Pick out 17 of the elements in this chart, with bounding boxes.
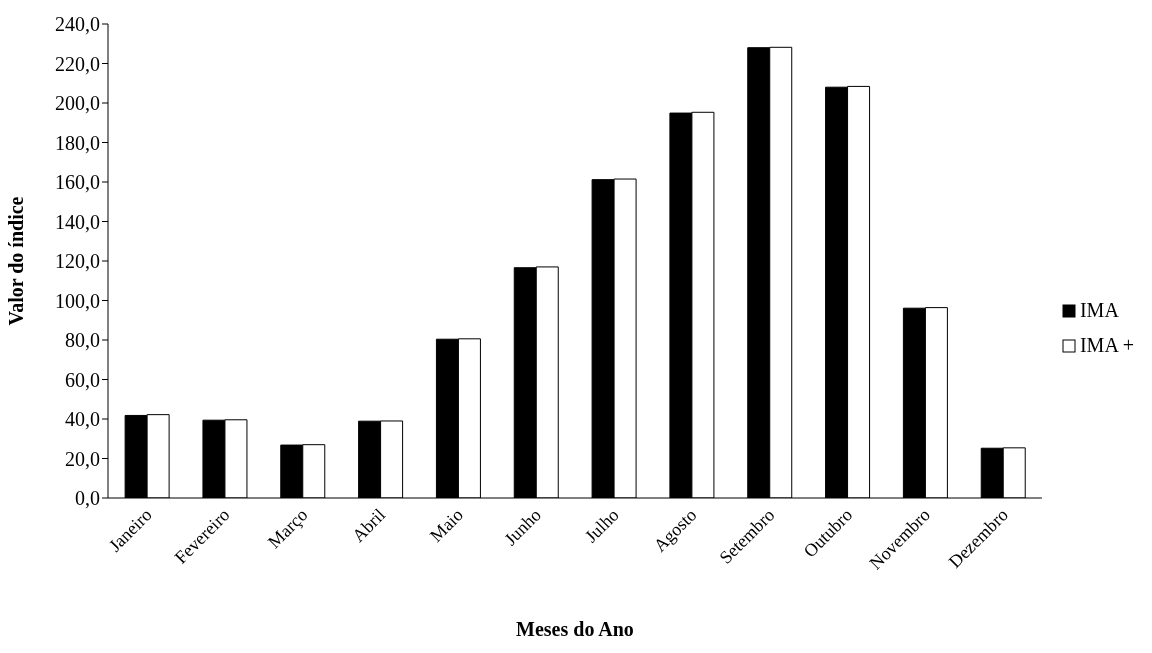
y-tick-label: 20,0 bbox=[65, 447, 100, 470]
y-tick-label: 220,0 bbox=[55, 52, 100, 75]
y-tick-label: 0,0 bbox=[75, 487, 100, 510]
y-tick-label: 200,0 bbox=[55, 92, 100, 115]
x-axis-title: Meses do Ano bbox=[516, 618, 634, 640]
y-tick-label: 240,0 bbox=[55, 13, 100, 36]
y-tick-label: 80,0 bbox=[65, 329, 100, 352]
y-tick-label: 160,0 bbox=[55, 171, 100, 194]
y-tick-label: 120,0 bbox=[55, 250, 100, 273]
y-tick-label: 180,0 bbox=[55, 131, 100, 154]
legend-label: IMA bbox=[1079, 299, 1119, 322]
y-axis-title: Valor do índice bbox=[5, 196, 28, 326]
y-tick-label: 140,0 bbox=[55, 210, 100, 233]
y-tick-label: 100,0 bbox=[55, 289, 100, 312]
y-tick-label: 40,0 bbox=[65, 408, 100, 431]
y-tick-label: 60,0 bbox=[65, 368, 100, 391]
legend-label: IMA + bbox=[1079, 334, 1134, 357]
